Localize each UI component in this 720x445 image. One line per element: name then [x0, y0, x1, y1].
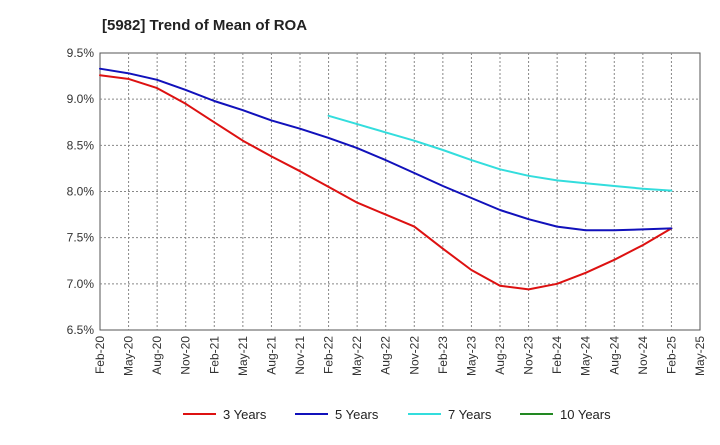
x-tick-label: Feb-22 — [322, 336, 336, 374]
series-line-3-years — [99, 74, 673, 291]
x-tick-label: Aug-24 — [607, 336, 621, 375]
series-line-5-years — [99, 67, 673, 232]
y-tick-label: 8.5% — [67, 138, 95, 152]
gridlines — [100, 53, 700, 330]
x-tick-label: May-25 — [693, 336, 707, 376]
x-tick-label: May-24 — [579, 336, 593, 376]
legend: 3 Years 5 Years 7 Years 10 Years — [183, 407, 611, 422]
series-lines — [99, 67, 673, 291]
y-tick-label: 9.5% — [67, 46, 95, 60]
x-tick-label: Feb-24 — [550, 336, 564, 374]
y-tick-label: 9.0% — [67, 92, 95, 106]
y-tick-label: 8.0% — [67, 185, 95, 199]
x-tick-label: Nov-23 — [522, 336, 536, 375]
x-tick-label: May-22 — [350, 336, 364, 376]
x-tick-label: Nov-24 — [636, 336, 650, 375]
chart-title: [5982] Trend of Mean of ROA — [102, 17, 307, 34]
y-tick-label: 7.0% — [67, 277, 95, 291]
x-tick-label: Nov-22 — [407, 336, 421, 375]
legend-label-5-years: 5 Years — [335, 407, 379, 422]
x-axis-ticks: Feb-20 May-20 Aug-20 Nov-20 Feb-21 May-21 Aug-… — [93, 336, 707, 376]
x-tick-label: Feb-25 — [664, 336, 678, 374]
x-tick-label: Aug-22 — [379, 336, 393, 375]
x-tick-label: Nov-21 — [293, 336, 307, 375]
y-tick-label: 6.5% — [67, 323, 95, 337]
x-tick-label: May-20 — [122, 336, 136, 376]
legend-label-3-years: 3 Years — [223, 407, 267, 422]
y-axis-ticks: 6.5% 7.0% 7.5% 8.0% 8.5% 9.0% 9.5% — [67, 46, 95, 337]
x-tick-label: Aug-20 — [150, 336, 164, 375]
series-line-7-years — [327, 114, 673, 192]
x-tick-label: Feb-23 — [436, 336, 450, 374]
legend-label-10-years: 10 Years — [560, 407, 611, 422]
x-tick-label: May-21 — [236, 336, 250, 376]
x-tick-label: Aug-23 — [493, 336, 507, 375]
legend-label-7-years: 7 Years — [448, 407, 492, 422]
x-tick-label: Feb-20 — [93, 336, 107, 374]
x-tick-label: May-23 — [464, 336, 478, 376]
y-tick-label: 7.5% — [67, 231, 95, 245]
x-tick-label: Nov-20 — [179, 336, 193, 375]
x-tick-label: Feb-21 — [207, 336, 221, 374]
x-tick-label: Aug-21 — [264, 336, 278, 375]
